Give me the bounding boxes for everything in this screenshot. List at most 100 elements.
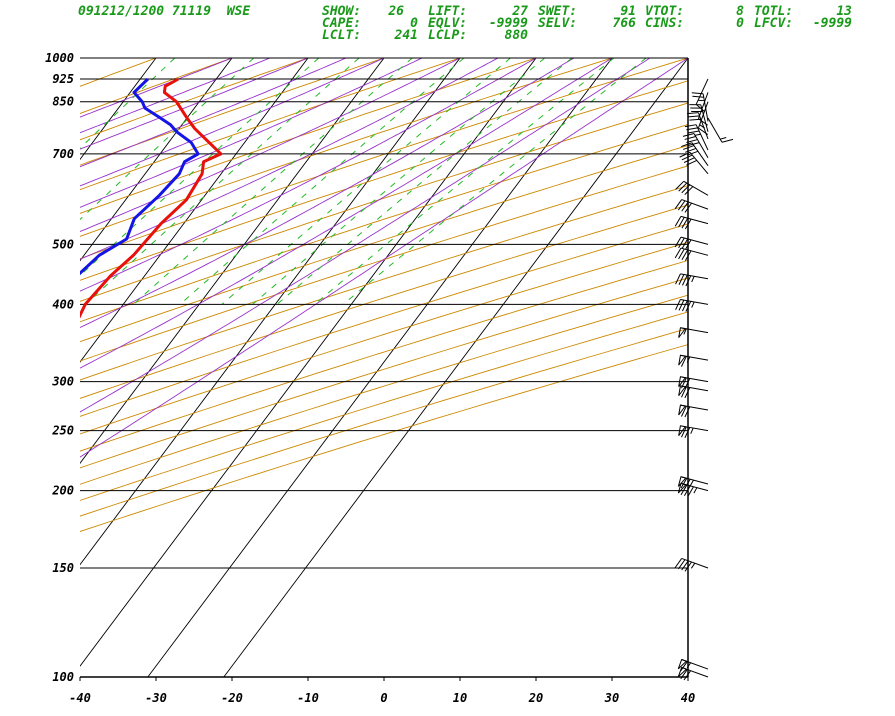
barb-flag — [681, 560, 689, 571]
index-label: LCLP: — [428, 28, 468, 43]
wind-barb — [675, 298, 709, 312]
barb-flag — [680, 661, 688, 672]
profiles — [80, 77, 223, 319]
dry-adiabat — [80, 204, 688, 399]
index-value: 26 — [388, 4, 404, 19]
index-label: LCLT: — [322, 28, 362, 43]
moist-adiabat — [80, 58, 499, 260]
barb-flag — [675, 180, 685, 190]
barb-staff — [695, 124, 709, 151]
barb-half-flag — [691, 301, 695, 308]
barb-flag — [686, 127, 698, 131]
barb-flag — [674, 247, 682, 259]
barb-flag — [686, 159, 697, 166]
temperature-tick-label: -40 — [69, 691, 91, 705]
barb-pennant — [678, 376, 687, 387]
barb-staff — [680, 236, 709, 245]
barb-flag — [692, 95, 704, 98]
index-label: LFCV: — [754, 16, 794, 31]
index-label: SHOW: — [322, 4, 362, 19]
wind-barb — [678, 404, 709, 418]
barb-flag — [684, 186, 694, 195]
barb-flag — [698, 127, 709, 135]
mixing-ratio-line — [80, 58, 255, 221]
barb-half-flag — [690, 562, 696, 569]
isotherm — [223, 58, 688, 677]
barb-pennant — [678, 404, 687, 416]
barb-pennant — [677, 658, 688, 670]
dry-adiabat — [80, 223, 688, 417]
barb-flag — [686, 139, 698, 143]
index-label: CINS: — [645, 16, 685, 31]
barb-flag — [681, 201, 689, 212]
barb-flag — [682, 300, 688, 312]
index-label: SELV: — [538, 16, 578, 31]
pressure-tick-label: 1000 — [45, 51, 74, 65]
dry-adiabat — [80, 277, 688, 469]
barb-flag — [674, 199, 683, 210]
wind-barb — [707, 117, 734, 143]
wind-barb — [674, 215, 709, 230]
wind-barb — [674, 557, 709, 572]
pressure-tick-label: 300 — [51, 375, 74, 389]
barb-flag — [687, 479, 694, 491]
dry-adiabat — [80, 294, 688, 485]
moist-adiabat — [80, 58, 271, 134]
barb-flag — [683, 145, 695, 150]
barb-flag — [678, 217, 685, 228]
barb-staff — [680, 215, 709, 225]
barb-flag — [678, 299, 685, 311]
barb-flag — [681, 405, 687, 417]
mixing-ratio-line — [80, 58, 176, 149]
barb-flag — [721, 138, 734, 143]
index-label: VTOT: — [645, 4, 685, 19]
barb-flag — [687, 150, 699, 156]
moist-adiabat — [80, 58, 233, 118]
isotherm — [147, 58, 613, 677]
barb-pennant — [678, 425, 687, 436]
barb-flag — [681, 184, 691, 194]
barb-flag — [687, 112, 699, 115]
barb-flag — [682, 133, 695, 137]
barb-flag — [681, 238, 689, 250]
barb-flag — [684, 218, 692, 230]
barb-flag — [698, 118, 709, 126]
dry-adiabat — [80, 58, 613, 237]
barb-flag — [674, 236, 682, 248]
moist-adiabat — [80, 58, 688, 458]
barb-half-flag — [694, 133, 701, 136]
barb-flag — [678, 182, 688, 192]
dry-adiabat — [80, 241, 688, 435]
barb-half-flag — [686, 356, 691, 363]
barb-flag — [681, 249, 689, 260]
isotherm — [80, 58, 309, 363]
barb-half-flag — [693, 487, 698, 494]
isotherm — [0, 58, 4, 677]
barb-flag — [695, 103, 706, 113]
dewpoint-profile — [80, 77, 200, 276]
index-label: EQLV: — [428, 16, 468, 31]
temperature-tick-label: 0 — [380, 691, 387, 705]
index-label: LIFT: — [428, 4, 468, 19]
barb-flag — [681, 142, 693, 148]
wind-barb — [677, 476, 709, 491]
barb-flag — [684, 250, 692, 261]
dry-adiabat — [80, 185, 688, 381]
isobars — [80, 57, 688, 678]
dry-adiabat — [80, 344, 688, 532]
pressure-tick-label: 100 — [52, 670, 74, 684]
barb-flag — [684, 561, 692, 572]
station-id: 091212/1200 71119 WSE — [78, 4, 251, 19]
barb-flag — [678, 274, 685, 285]
index-value: -9999 — [812, 16, 852, 31]
temperature-tick-label: 10 — [453, 691, 467, 705]
index-value: 27 — [512, 4, 528, 19]
barb-flag — [678, 237, 685, 249]
temperature-tick-label: -10 — [297, 691, 319, 705]
wind-barb — [674, 236, 709, 250]
wind-barb — [681, 142, 709, 166]
mixing-ratio-line — [276, 58, 573, 305]
pressure-tick-label: 850 — [52, 95, 74, 109]
wind-barb — [677, 658, 709, 672]
